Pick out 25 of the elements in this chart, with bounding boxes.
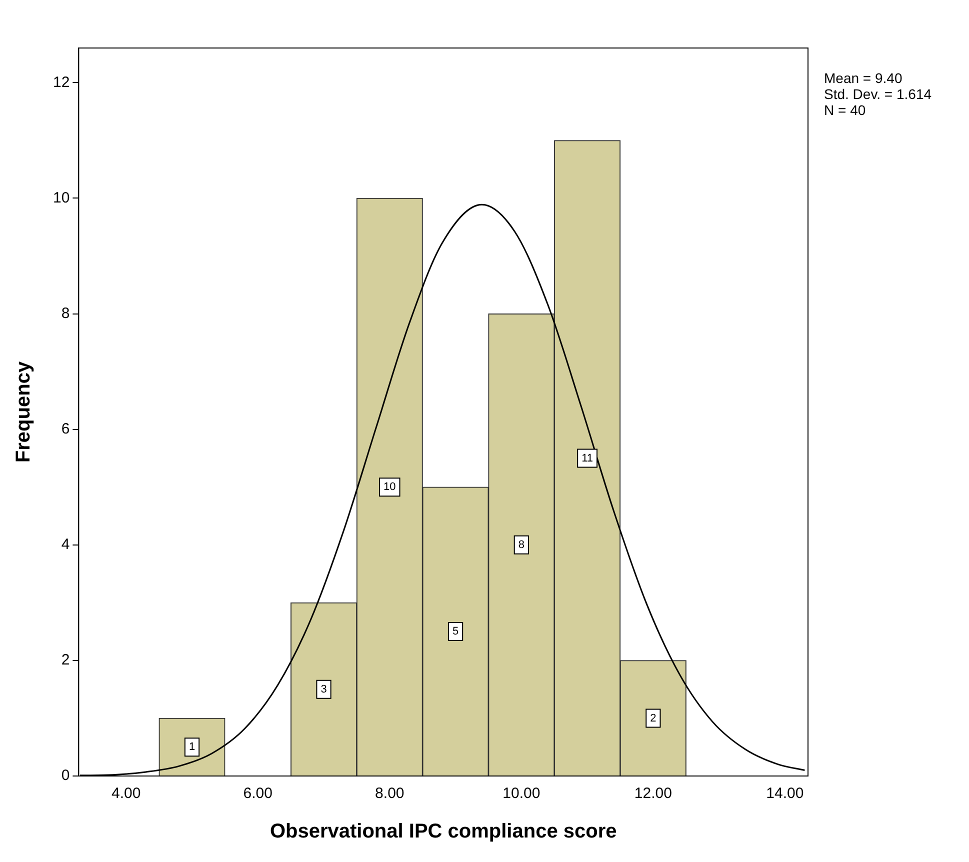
- x-tick-label: 14.00: [766, 785, 804, 802]
- data-label: 11: [582, 452, 594, 464]
- text: Mean = 9.40: [824, 70, 904, 86]
- y-tick-label: 4: [61, 536, 70, 554]
- data-label: 10: [384, 481, 396, 494]
- data-label: 2: [650, 712, 656, 724]
- x-tick-label: 8.00: [375, 785, 404, 802]
- y-axis-title: Frequency: [12, 360, 35, 463]
- y-tick-label: 0: [61, 767, 70, 784]
- text: Std. Dev. = 1.614: [824, 86, 932, 102]
- y-tick-label: 6: [61, 420, 70, 438]
- x-tick-label: 10.00: [502, 785, 540, 802]
- data-label: 3: [320, 683, 327, 696]
- data-label: 5: [452, 626, 459, 638]
- data-label: 1: [188, 741, 196, 754]
- y-tick-label: 12: [52, 74, 70, 91]
- x-tick-label: 4.00: [112, 785, 141, 802]
- x-tick-label: 6.00: [243, 785, 272, 802]
- data-label: 8: [518, 538, 524, 551]
- y-tick-label: 2: [61, 652, 70, 669]
- y-tick-label: 8: [61, 304, 70, 322]
- x-axis-title: Observational IPC compliance score: [270, 820, 617, 843]
- x-tick-label: 12.00: [634, 785, 672, 802]
- y-tick-label: 10: [52, 189, 70, 206]
- text: N = 40: [824, 102, 867, 118]
